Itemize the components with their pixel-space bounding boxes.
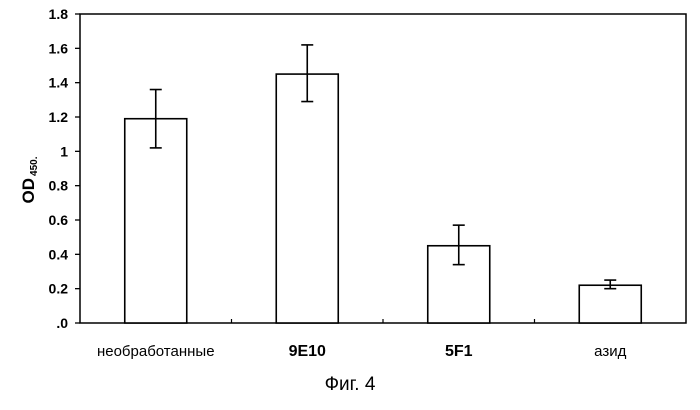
y-tick-label: .0 <box>56 315 68 331</box>
y-tick-label: 1 <box>60 143 68 159</box>
y-tick-label: 0.8 <box>49 178 69 194</box>
y-axis-title-subscript: 450. <box>29 156 40 176</box>
y-axis-title: OD 450. <box>19 156 40 203</box>
bar <box>276 74 338 323</box>
y-tick-label: 1.8 <box>49 6 69 22</box>
bar <box>579 285 641 323</box>
y-tick-label: 0.4 <box>49 246 69 262</box>
x-category-label: азид <box>594 343 626 360</box>
y-tick-label: 1.6 <box>49 40 69 56</box>
x-category-label: 5F1 <box>445 343 473 360</box>
x-category-label: 9E10 <box>289 343 326 360</box>
y-tick-label: 1.4 <box>49 75 69 91</box>
bars-layer <box>125 45 642 323</box>
y-tick-label: 1.2 <box>49 109 69 125</box>
figure-caption: Фиг. 4 <box>0 374 700 396</box>
y-tick-label: 0.6 <box>49 212 69 228</box>
y-tick-label: 0.2 <box>49 281 69 297</box>
y-axis-title-main: OD <box>19 178 38 204</box>
bar <box>125 119 187 323</box>
x-category-label: необработанные <box>97 343 215 360</box>
